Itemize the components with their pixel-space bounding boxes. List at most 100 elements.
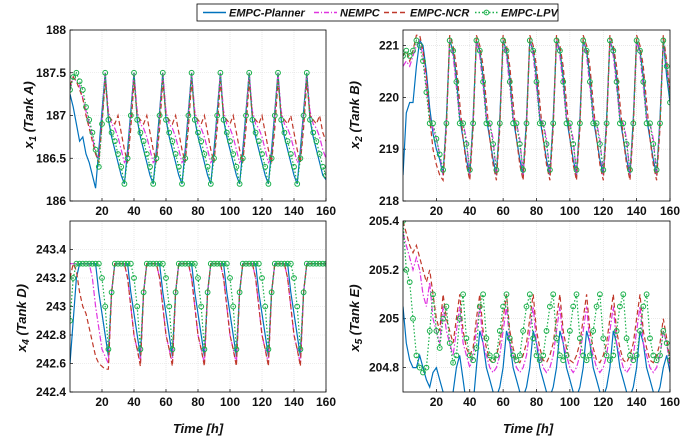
series-point-empc-lpv xyxy=(86,116,93,123)
series-point-empc-lpv xyxy=(600,167,607,173)
series-point-empc-lpv xyxy=(597,141,603,147)
series-point-empc-lpv xyxy=(657,352,663,359)
series-point-empc-lpv xyxy=(131,69,137,76)
series-point-empc-lpv xyxy=(413,37,420,44)
series-point-empc-lpv xyxy=(490,141,497,147)
series-point-empc-lpv xyxy=(259,151,265,157)
series-point-empc-lpv xyxy=(593,303,600,310)
series-point-empc-lpv xyxy=(433,135,440,142)
series-point-empc-lpv xyxy=(163,275,169,281)
series-point-empc-lpv xyxy=(153,155,160,162)
series-point-empc-lpv xyxy=(577,120,583,127)
series-point-empc-lpv xyxy=(630,120,637,127)
series-point-empc-lpv xyxy=(557,47,563,54)
series-point-empc-lpv xyxy=(127,112,134,119)
series-point-empc-lpv xyxy=(89,260,96,267)
series-point-empc-lpv xyxy=(543,328,550,334)
series-point-empc-lpv xyxy=(105,346,112,353)
series-point-empc-lpv xyxy=(169,138,176,145)
series-point-empc-lpv xyxy=(406,279,413,286)
series-point-empc-lpv xyxy=(436,151,443,158)
series-point-empc-lpv xyxy=(483,120,490,127)
series-point-empc-lpv xyxy=(227,275,233,281)
series-point-empc-lpv xyxy=(246,69,253,76)
series-point-empc-lpv xyxy=(217,260,224,267)
series-point-empc-lpv xyxy=(600,335,607,342)
series-point-empc-lpv xyxy=(650,352,657,359)
series-point-empc-lpv xyxy=(156,112,163,119)
x-tick-label: 120 xyxy=(593,204,613,218)
y-tick-label: 205 xyxy=(379,312,399,326)
y-tick-label: 188 xyxy=(46,23,66,37)
series-line-nempc xyxy=(403,233,670,374)
series-point-empc-lpv xyxy=(259,275,265,281)
series-point-empc-lpv xyxy=(124,155,131,162)
x-tick-label: 40 xyxy=(127,395,141,409)
panel-tank-a: 20 40 60 80 100 120 140 160 186 186.5 187 187.5 188 x… xyxy=(21,23,336,218)
series-point-empc-lpv xyxy=(547,303,553,310)
series-point-empc-lpv xyxy=(607,37,613,44)
series-point-empc-lpv xyxy=(166,129,173,136)
series-point-empc-lpv xyxy=(76,78,83,85)
panel-tank-d: 20 40 60 80 100 120 140 160 242.4 242.6 242.8 243 24… xyxy=(14,220,336,436)
series-point-empc-lpv xyxy=(214,112,221,119)
y-tick-label: 219 xyxy=(379,142,399,156)
series-point-empc-lpv xyxy=(526,291,533,298)
series-point-empc-lpv xyxy=(294,303,301,310)
series-point-empc-lpv xyxy=(453,78,460,85)
series-point-empc-lpv xyxy=(506,78,513,85)
series-point-empc-lpv xyxy=(185,260,192,267)
series-point-empc-lpv xyxy=(79,260,86,267)
series-point-empc-lpv xyxy=(319,163,326,170)
series-point-empc-lpv xyxy=(115,151,121,157)
y-tick-label: 186.5 xyxy=(36,151,66,165)
axes-frame xyxy=(69,220,327,393)
x-tick-label: 40 xyxy=(463,204,477,218)
series-point-empc-lpv xyxy=(440,315,447,322)
series-point-empc-lpv xyxy=(111,260,118,267)
series-point-empc-lpv xyxy=(252,260,259,267)
series-point-empc-lpv xyxy=(70,317,73,324)
series-point-empc-lpv xyxy=(463,141,470,147)
axes-frame xyxy=(402,220,671,393)
series-point-empc-lpv xyxy=(102,69,109,76)
series-point-empc-lpv xyxy=(278,260,285,267)
series-point-empc-lpv xyxy=(246,260,253,267)
x-tick-label: 80 xyxy=(530,204,544,218)
series-point-empc-lpv xyxy=(166,303,173,310)
series-point-empc-lpv xyxy=(620,291,627,298)
x-tick-label: 20 xyxy=(95,395,109,409)
panel-tank-e: 20 40 60 80 100 120 140 160 204.8 205 205.2 205.4 x5… xyxy=(347,214,680,436)
series-point-empc-lpv xyxy=(76,260,83,267)
series-point-empc-lpv xyxy=(262,303,269,310)
series-point-empc-lpv xyxy=(647,120,653,127)
x-tick-label: 140 xyxy=(627,204,647,218)
series-point-empc-lpv xyxy=(287,151,294,157)
series-point-empc-lpv xyxy=(316,260,323,267)
series-point-empc-lpv xyxy=(450,47,457,54)
series-point-empc-lpv xyxy=(223,260,230,267)
series-point-empc-lpv xyxy=(281,129,288,136)
series-point-empc-lpv xyxy=(660,328,667,334)
y-tick-label: 205.4 xyxy=(369,214,399,228)
series-point-empc-lpv xyxy=(643,291,650,298)
series-point-empc-lpv xyxy=(111,138,118,145)
series-point-empc-lpv xyxy=(150,181,157,187)
series-point-empc-lpv xyxy=(577,335,583,342)
series-point-empc-lpv xyxy=(147,260,153,267)
series-point-empc-lpv xyxy=(70,275,77,281)
legend-marker-empc-lpv xyxy=(483,9,490,16)
x-tick-label: 80 xyxy=(530,395,544,409)
series-point-empc-lpv xyxy=(543,141,550,147)
series-point-empc-lpv xyxy=(319,260,326,267)
series-point-empc-lpv xyxy=(233,163,240,170)
series-point-empc-lpv xyxy=(271,260,278,267)
x-tick-label: 120 xyxy=(593,395,613,409)
series-point-empc-lpv xyxy=(633,352,640,359)
series-point-empc-lpv xyxy=(660,37,667,44)
series-point-empc-lpv xyxy=(188,69,195,76)
series-point-empc-lpv xyxy=(590,328,597,334)
series-point-empc-lpv xyxy=(657,120,663,127)
x-tick-label: 140 xyxy=(284,395,304,409)
y-tick-label: 204.8 xyxy=(369,361,399,375)
